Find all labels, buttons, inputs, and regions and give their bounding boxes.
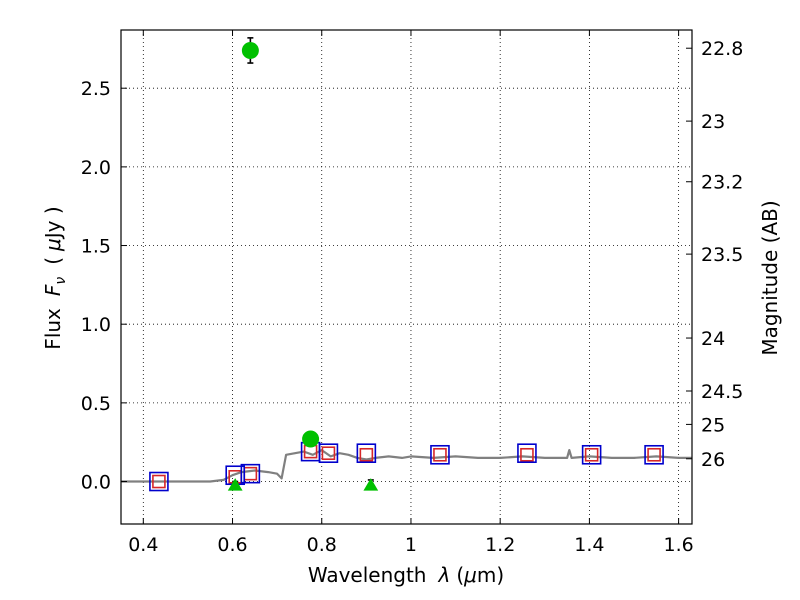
y2-tick-label: 26 [701,449,725,471]
x-tick-label: 1 [405,534,417,556]
detection-marker [302,430,320,448]
y2-tick-label: 23.2 [701,172,743,194]
y-tick-label: 0.0 [81,472,111,494]
upper-limit-marker [363,478,379,491]
x-tick-label: 0.8 [307,534,337,556]
y-tick-label: 1.0 [81,314,111,336]
observed-photometry-marker [517,443,537,464]
y2-tick-label: 24 [701,328,725,350]
model-photometry-marker [433,447,447,462]
y-axis-label: FluxFν(μJy ) [41,206,69,349]
observed-photometry-marker [240,463,261,484]
y-tick-label: 2.5 [81,78,111,100]
observed-photometry-marker [149,471,169,492]
model-sed-line [121,449,692,483]
upper-limit-marker [227,478,243,491]
data-layer [121,37,692,492]
observed-photometry-marker [430,444,450,465]
y2-tick-label: 22.8 [701,38,743,60]
grid-lines [121,30,692,524]
x-tick-label: 1.6 [664,534,694,556]
detection-marker [241,41,259,59]
model-photometry-marker [647,447,661,462]
y2-tick-label: 25 [701,414,725,436]
x-tick-label: 1.4 [574,534,604,556]
model-photometry-marker [152,474,166,489]
model-photometry-marker [584,447,599,462]
y2-tick-label: 23.5 [701,244,743,266]
observed-photometry-marker [644,444,664,465]
y2-tick-label: 23 [701,111,725,133]
y-tick-label: 0.5 [81,393,111,415]
y-tick-label: 1.5 [81,236,111,258]
model-photometry-marker [520,447,534,462]
observed-photometry-marker [581,444,602,465]
x-tick-label: 1.2 [485,534,515,556]
y2-axis-label: Magnitude (AB) [758,200,782,355]
y2-tick-label: 24.5 [701,381,743,403]
model-photometry-marker [321,446,336,461]
tick-labels: 0.4 0.6 0.8 1 1.2 1.4 1.6 0.0 0.5 1.0 1.5 2.0 2.5 22.… [81,38,744,556]
x-axis-label: Wavelength λ (μm) [308,563,504,587]
axis-ticks [121,30,692,524]
x-tick-label: 0.4 [128,534,158,556]
plot-frame [120,29,693,525]
observed-photometry-marker [356,443,377,464]
y-tick-label: 2.0 [81,157,111,179]
model-photometry-marker [359,447,374,462]
observed-photometry-marker [318,443,339,464]
x-tick-label: 0.6 [217,534,247,556]
